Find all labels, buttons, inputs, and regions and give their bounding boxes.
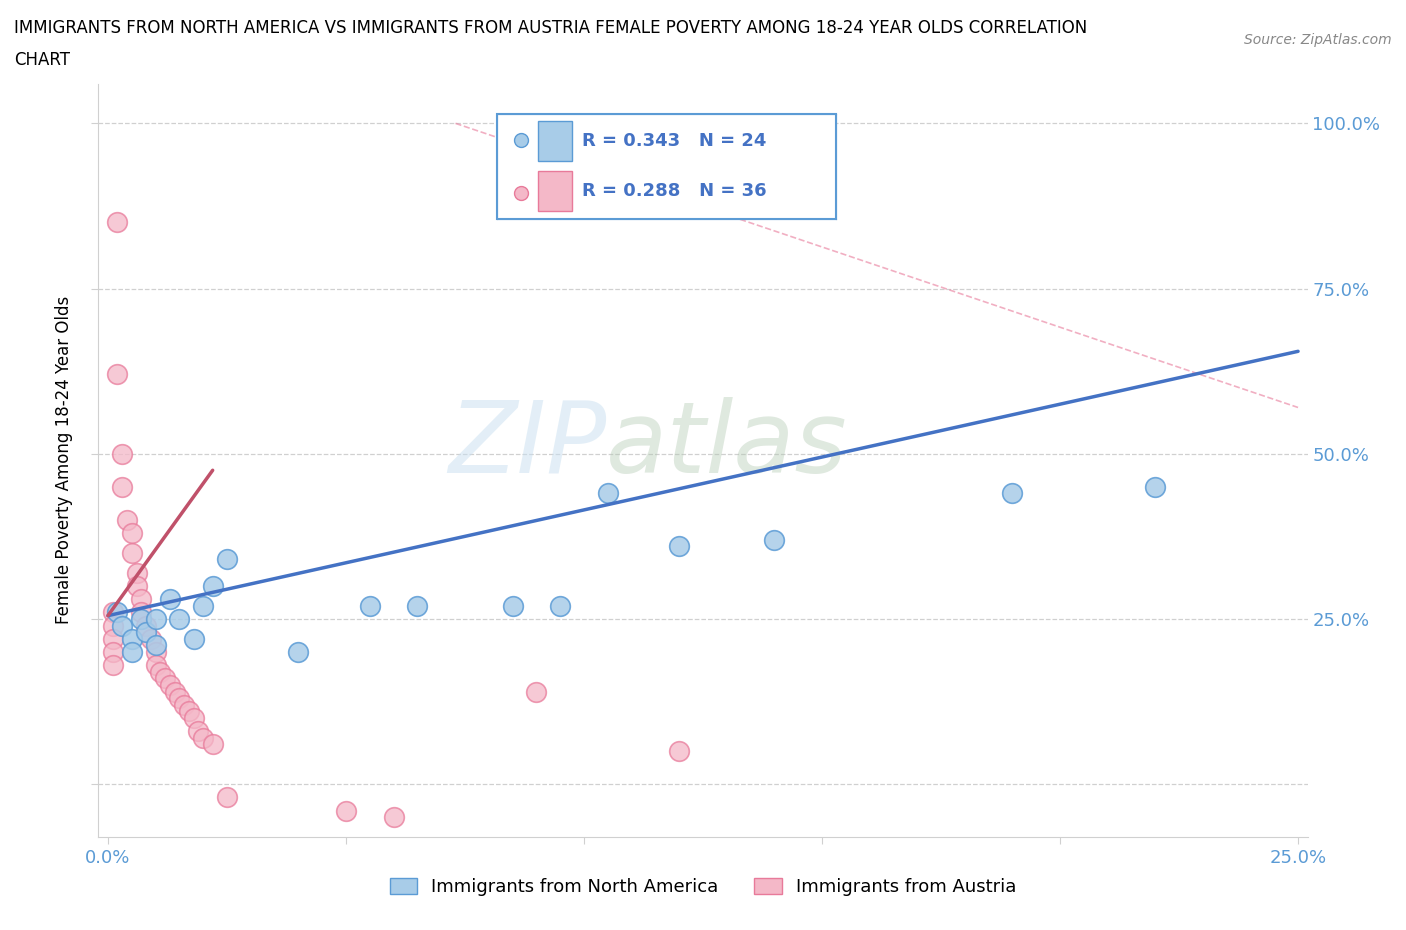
Point (524, 684, 547, 699)
Point (135, 625, 157, 640)
Point (215, 790, 238, 804)
Point (287, 644, 309, 659)
Point (139, 631, 162, 646)
Point (121, 545, 143, 560)
Point (111, 479, 134, 494)
Point (107, 604, 129, 619)
Point (406, 598, 429, 613)
Point (177, 704, 200, 719)
Text: Source: ZipAtlas.com: Source: ZipAtlas.com (1244, 33, 1392, 46)
Point (145, 644, 167, 659)
Text: ZIP: ZIP (449, 397, 606, 494)
Point (107, 215, 129, 230)
Point (121, 631, 143, 646)
Point (596, 486, 619, 501)
Point (201, 737, 224, 752)
Point (668, 744, 690, 759)
Point (149, 664, 172, 679)
Point (145, 612, 167, 627)
Point (101, 658, 124, 672)
Point (121, 644, 143, 659)
Point (1144, 479, 1167, 494)
Point (153, 671, 176, 685)
Point (502, 598, 524, 613)
Point (169, 612, 191, 627)
Point (135, 618, 157, 633)
Text: atlas: atlas (606, 397, 848, 494)
Point (121, 525, 143, 540)
Point (382, 810, 405, 825)
Point (159, 591, 181, 606)
Point (107, 367, 129, 382)
Point (101, 644, 124, 659)
Point (115, 512, 138, 527)
Point (125, 565, 148, 580)
Text: IMMIGRANTS FROM NORTH AMERICA VS IMMIGRANTS FROM AUSTRIA FEMALE POVERTY AMONG 18: IMMIGRANTS FROM NORTH AMERICA VS IMMIGRA… (14, 19, 1087, 36)
Point (145, 658, 167, 672)
Point (129, 604, 152, 619)
Point (335, 804, 357, 818)
Point (129, 591, 152, 606)
Point (201, 578, 224, 593)
Point (1001, 486, 1024, 501)
Point (183, 711, 205, 725)
Point (548, 598, 571, 613)
Point (101, 604, 124, 619)
Point (173, 698, 195, 712)
Point (101, 618, 124, 633)
Point (668, 538, 690, 553)
Point (169, 691, 191, 706)
Point (191, 730, 214, 745)
Point (183, 631, 205, 646)
Point (125, 578, 148, 593)
Point (763, 532, 786, 547)
Text: CHART: CHART (14, 51, 70, 69)
Point (191, 598, 214, 613)
Point (129, 612, 152, 627)
Point (359, 598, 381, 613)
Point (159, 678, 181, 693)
Point (111, 446, 134, 461)
Y-axis label: Female Poverty Among 18-24 Year Olds: Female Poverty Among 18-24 Year Olds (55, 297, 73, 624)
Point (111, 618, 134, 633)
Point (163, 684, 186, 699)
Point (215, 552, 238, 567)
Point (187, 724, 209, 738)
Point (101, 631, 124, 646)
Legend: Immigrants from North America, Immigrants from Austria: Immigrants from North America, Immigrant… (382, 870, 1024, 903)
Point (145, 638, 167, 653)
